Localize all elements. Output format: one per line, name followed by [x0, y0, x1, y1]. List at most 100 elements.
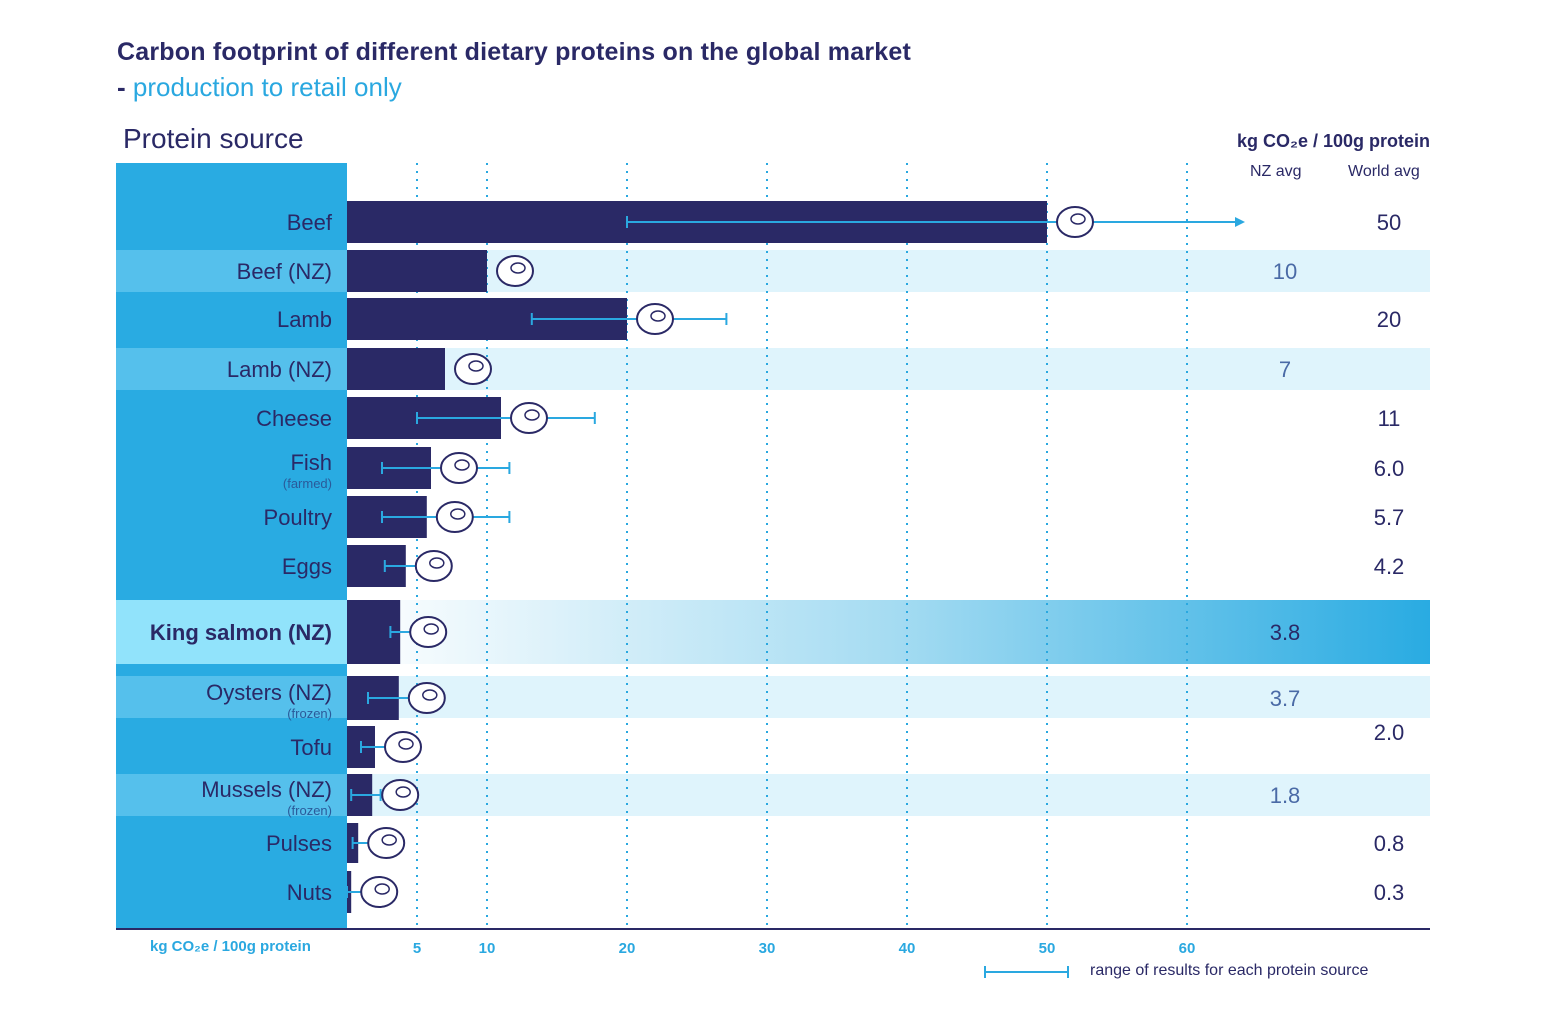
drumstick-icon-detail — [450, 508, 466, 520]
drumstick-icon — [435, 501, 474, 533]
salmon-fillet-icon-outline — [409, 616, 448, 648]
steak-icon — [1056, 206, 1094, 238]
row-label-4: Cheese — [256, 406, 332, 431]
subtitle-dash: - — [117, 72, 126, 102]
nz-row-band — [347, 676, 1430, 718]
nz-label-band — [116, 676, 347, 718]
nz-label-band — [116, 774, 347, 816]
nuts-icon — [360, 876, 399, 908]
salmon-fillet-icon-detail — [423, 623, 439, 635]
nz-row-band — [347, 774, 1430, 816]
row-label-11: Mussels (NZ) — [201, 777, 332, 802]
drumstick-icon-outline — [435, 501, 474, 533]
row-sublabel-5: (farmed) — [283, 476, 332, 491]
row-label-1: Beef (NZ) — [237, 259, 332, 284]
value-label-2: 20 — [1377, 307, 1401, 332]
nz-avg-column-header: NZ avg — [1250, 163, 1302, 180]
pulses-icon — [367, 827, 406, 859]
protein-source-heading: Protein source — [123, 123, 304, 154]
steak-icon — [496, 255, 534, 287]
mussel-icon-detail — [395, 786, 411, 798]
fish-icon-detail — [454, 459, 470, 471]
fish-icon — [440, 452, 478, 484]
row-label-5: Fish — [290, 450, 332, 475]
row-label-3: Lamb (NZ) — [227, 357, 332, 382]
highlight-row-band — [347, 600, 1430, 664]
world-avg-column-header: World avg — [1348, 163, 1420, 180]
value-label-0: 50 — [1377, 210, 1401, 235]
oyster-icon-outline — [407, 682, 446, 714]
value-label-7: 4.2 — [1374, 554, 1405, 579]
x-tick-label-20: 20 — [619, 940, 636, 957]
x-axis-unit-label: kg CO₂e / 100g protein — [150, 938, 311, 955]
value-label-13: 0.3 — [1374, 880, 1405, 905]
egg-icon-detail — [429, 557, 445, 569]
value-label-9: 3.7 — [1270, 686, 1301, 711]
x-tick-label-30: 30 — [759, 940, 776, 957]
row-label-6: Poultry — [264, 505, 332, 530]
lamb-chop-icon — [636, 303, 674, 335]
steak-icon-outline — [1056, 206, 1094, 238]
highlight-label-band — [116, 600, 347, 664]
nuts-icon-outline — [360, 876, 399, 908]
steak-icon-detail — [1070, 213, 1086, 225]
pulses-icon-outline — [367, 827, 406, 859]
value-label-5: 6.0 — [1374, 456, 1405, 481]
tofu-icon — [384, 731, 422, 763]
lamb-chop-icon-detail — [468, 360, 484, 372]
cheese-icon-detail — [524, 409, 540, 421]
value-label-6: 5.7 — [1374, 505, 1405, 530]
bar-3 — [347, 348, 445, 390]
egg-icon-outline — [414, 550, 453, 582]
row-label-12: Pulses — [266, 831, 332, 856]
row-label-7: Eggs — [282, 554, 332, 579]
row-sublabel-11: (frozen) — [287, 803, 332, 818]
oyster-icon — [407, 682, 446, 714]
nuts-icon-detail — [374, 883, 390, 895]
unit-heading: kg CO₂e / 100g protein — [1236, 131, 1430, 151]
pulses-icon-detail — [381, 834, 397, 846]
egg-icon — [414, 550, 453, 582]
chart-subtitle: - production to retail only — [117, 72, 402, 103]
nz-row-band — [347, 348, 1430, 390]
row-label-8: King salmon (NZ) — [150, 620, 332, 645]
legend-label: range of results for each protein source — [1090, 962, 1369, 979]
row-label-9: Oysters (NZ) — [206, 680, 332, 705]
bar-1 — [347, 250, 487, 292]
x-tick-label-50: 50 — [1039, 940, 1056, 957]
subtitle-text: production to retail only — [132, 72, 402, 102]
steak-icon-outline — [496, 255, 534, 287]
oyster-icon-detail — [422, 689, 438, 701]
value-label-3: 7 — [1279, 357, 1291, 382]
x-tick-label-10: 10 — [479, 940, 496, 957]
steak-icon-detail — [510, 262, 526, 274]
fish-icon-outline — [440, 452, 478, 484]
x-tick-label-5: 5 — [413, 940, 421, 957]
value-label-8: 3.8 — [1270, 620, 1301, 645]
row-label-10: Tofu — [290, 735, 332, 760]
x-tick-label-40: 40 — [899, 940, 916, 957]
mussel-icon-outline — [381, 779, 420, 811]
lamb-chop-icon — [454, 353, 492, 385]
value-label-4: 11 — [1378, 406, 1401, 431]
value-label-11: 1.8 — [1270, 783, 1301, 808]
tofu-icon-detail — [398, 738, 414, 750]
nz-label-band — [116, 348, 347, 390]
salmon-fillet-icon — [409, 616, 448, 648]
value-label-12: 0.8 — [1374, 831, 1405, 856]
range-arrow-0 — [1235, 217, 1245, 227]
chart-title: Carbon footprint of different dietary pr… — [117, 38, 911, 66]
nz-label-band — [116, 250, 347, 292]
row-label-13: Nuts — [287, 880, 332, 905]
row-label-2: Lamb — [277, 307, 332, 332]
cheese-icon-outline — [510, 402, 548, 434]
tofu-icon-outline — [384, 731, 422, 763]
row-label-0: Beef — [287, 210, 333, 235]
cheese-icon — [510, 402, 548, 434]
row-sublabel-9: (frozen) — [287, 706, 332, 721]
x-tick-label-60: 60 — [1179, 940, 1196, 957]
lamb-chop-icon-detail — [650, 310, 666, 322]
mussel-icon — [381, 779, 420, 811]
value-label-10: 2.0 — [1374, 720, 1405, 745]
